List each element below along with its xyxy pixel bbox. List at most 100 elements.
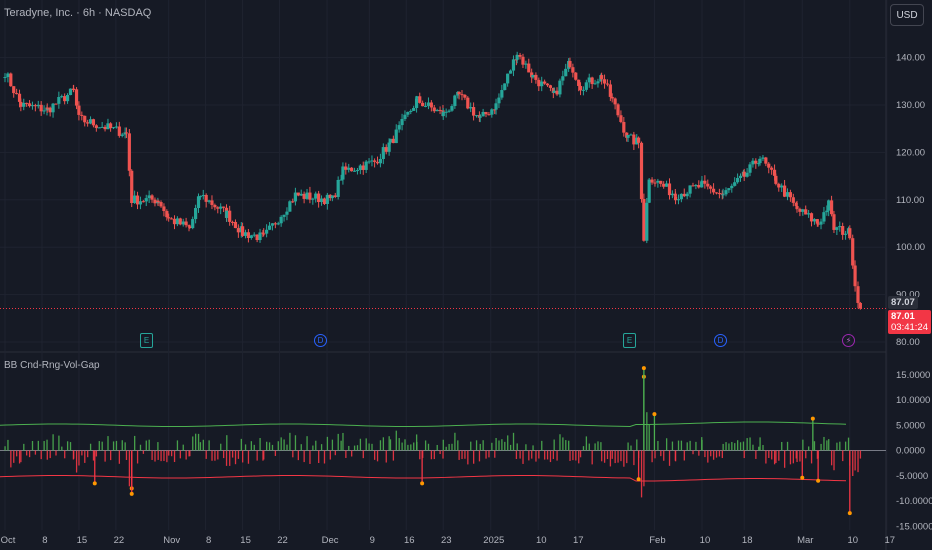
indicator-bar (833, 450, 835, 471)
candle-body (219, 206, 223, 209)
candle-body (15, 93, 19, 95)
candle-body (236, 228, 240, 233)
currency-button[interactable]: USD (890, 4, 924, 26)
candle-body (394, 129, 398, 144)
earnings-event-icon[interactable]: E (140, 333, 153, 348)
indicator-bar (118, 450, 121, 464)
indicator-bar (541, 440, 543, 451)
indicator-bar (525, 444, 527, 451)
indicator-bar (266, 441, 268, 451)
indicator-bar (603, 450, 606, 463)
indicator-bar (78, 450, 80, 466)
x-tick-label: 15 (77, 535, 88, 546)
dividend-event-icon[interactable]: D (314, 334, 327, 347)
candle-body (561, 76, 565, 81)
indicator-bar (457, 440, 459, 451)
candle-body (697, 185, 701, 188)
indicator-bar (773, 450, 776, 465)
indicator-bar (473, 450, 475, 464)
candle-body (36, 104, 40, 107)
indicator-bar (839, 441, 841, 451)
candle-body (647, 179, 651, 203)
indicator-bar (743, 450, 745, 459)
indicator-bar (475, 440, 478, 451)
candle-body (552, 90, 556, 93)
candle-body (88, 119, 93, 124)
indicator-bar (609, 450, 612, 467)
candle-body (210, 200, 214, 205)
candle-body (801, 209, 805, 212)
candle-body (635, 137, 639, 145)
candle-body (835, 227, 839, 230)
x-tick-label: Feb (649, 535, 665, 546)
candle-body (639, 142, 644, 200)
candle-body (347, 167, 351, 170)
x-tick-label: 8 (42, 535, 47, 546)
candle-body (80, 114, 84, 116)
split-event-icon[interactable]: ⚡ (842, 334, 855, 347)
indicator-bar (49, 450, 51, 459)
candle-body (853, 265, 857, 287)
candle-body (432, 107, 436, 112)
indicator-bar (522, 450, 524, 464)
chart-title: Teradyne, Inc. · 6h · NASDAQ (4, 7, 152, 19)
candle-body (77, 105, 81, 115)
candle-body (688, 185, 692, 194)
indicator-bar (643, 450, 645, 487)
candle-body (858, 302, 862, 309)
candle-body (474, 115, 479, 117)
dividend-event-icon[interactable]: D (714, 334, 727, 347)
candle-body (848, 228, 852, 239)
indicator-bar (52, 434, 54, 451)
candle-body (816, 223, 820, 225)
indicator-bar (519, 450, 521, 459)
indicator-bar (134, 435, 136, 451)
x-tick-label: 16 (404, 535, 415, 546)
candle-body (156, 200, 160, 203)
candle-body (39, 104, 43, 112)
indicator-bar (704, 450, 706, 458)
indicator-bar (312, 445, 314, 451)
candle-body (350, 167, 354, 172)
candle-body (426, 102, 431, 106)
candle-body (230, 221, 235, 223)
indicator-bar (20, 450, 22, 463)
indicator-bar (318, 450, 320, 464)
indicator-bar (163, 450, 165, 461)
indicator-bar (746, 438, 748, 451)
indicator-bar (262, 450, 264, 461)
indicator-bar (442, 439, 444, 451)
candle-body (676, 199, 681, 201)
candle-body (63, 96, 67, 102)
indicator-bar (410, 444, 412, 451)
candle-body (670, 193, 674, 196)
x-tick-label: Nov (163, 535, 180, 546)
candle-body (83, 115, 87, 123)
indicator-bar (157, 450, 159, 460)
candle-body (117, 126, 121, 136)
candle-body (600, 75, 604, 80)
x-tick-label: Dec (322, 535, 339, 546)
candle-body (551, 87, 555, 93)
candle-body (378, 158, 383, 164)
candle-body (616, 104, 620, 116)
indicator-bar (786, 441, 789, 451)
candle-body (138, 201, 143, 205)
indicator-bar (765, 450, 767, 464)
candle-body (74, 89, 79, 106)
indicator-bar (73, 450, 75, 459)
earnings-event-icon[interactable]: E (623, 333, 636, 348)
candle-body (738, 175, 743, 179)
indicator-bar (491, 442, 493, 451)
x-tick-label: 9 (370, 535, 375, 546)
candle-body (150, 195, 154, 200)
indicator-bar (389, 439, 392, 451)
candle-body (141, 201, 145, 203)
indicator-bar (707, 450, 709, 463)
candle-body (794, 202, 798, 207)
candle-body (322, 198, 327, 204)
candle-body (758, 158, 762, 164)
x-tick-label: 10 (536, 535, 547, 546)
candle-body (537, 79, 541, 87)
indicator-bar (771, 450, 773, 460)
